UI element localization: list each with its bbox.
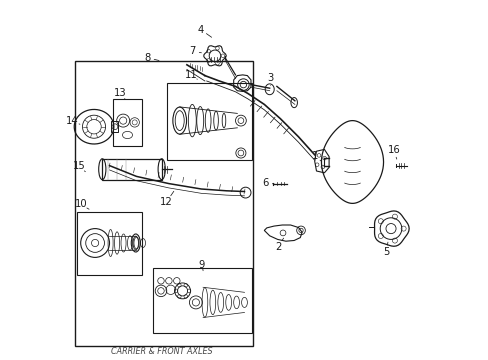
Bar (167, 83, 251, 160)
Bar (102, 159, 162, 180)
Bar (111, 121, 118, 132)
Bar (75, 61, 253, 346)
Bar (113, 99, 142, 146)
Text: 3: 3 (267, 73, 273, 84)
Text: 13: 13 (114, 88, 126, 98)
Bar (152, 268, 251, 333)
Text: 7: 7 (189, 46, 195, 56)
Text: 14: 14 (66, 116, 79, 126)
Text: 9: 9 (199, 260, 205, 270)
Text: 2: 2 (274, 242, 281, 252)
Bar (77, 212, 142, 275)
Text: 5: 5 (382, 247, 388, 257)
Text: 10: 10 (74, 199, 87, 210)
Text: 12: 12 (160, 197, 173, 207)
Text: 16: 16 (386, 145, 400, 156)
Text: 11: 11 (184, 69, 197, 80)
Text: 4: 4 (197, 24, 203, 35)
Text: 6: 6 (262, 178, 268, 188)
Text: 1: 1 (311, 150, 317, 161)
Text: 8: 8 (144, 53, 150, 63)
Text: CARRIER & FRONT AXLES: CARRIER & FRONT AXLES (111, 347, 212, 356)
Text: 15: 15 (72, 161, 85, 171)
